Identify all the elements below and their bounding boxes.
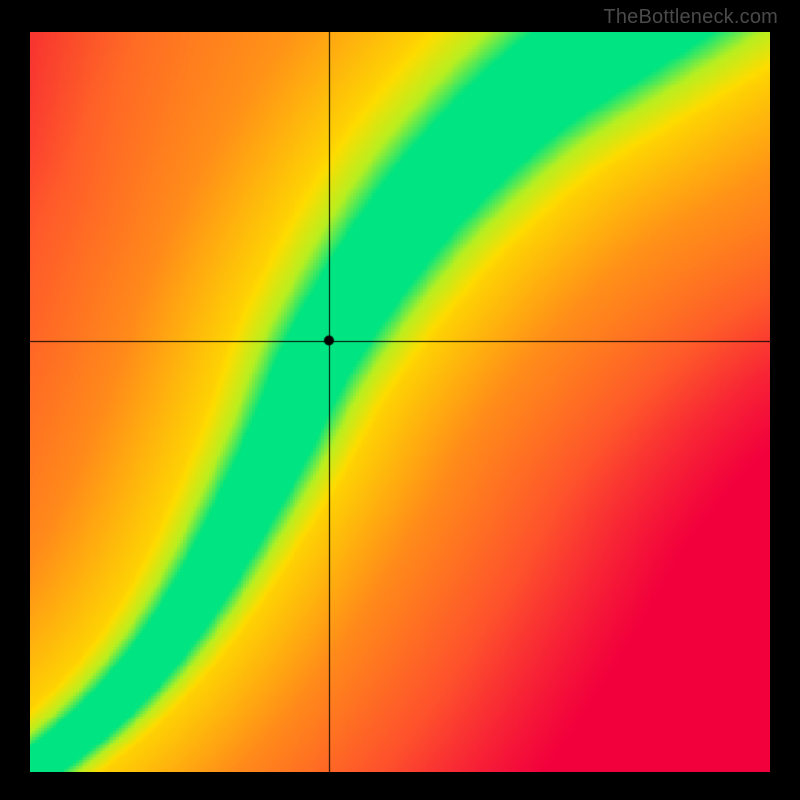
- chart-frame: TheBottleneck.com: [0, 0, 800, 800]
- heatmap-canvas: [30, 32, 770, 772]
- attribution-text: TheBottleneck.com: [603, 6, 778, 29]
- heatmap-plot: [30, 32, 770, 772]
